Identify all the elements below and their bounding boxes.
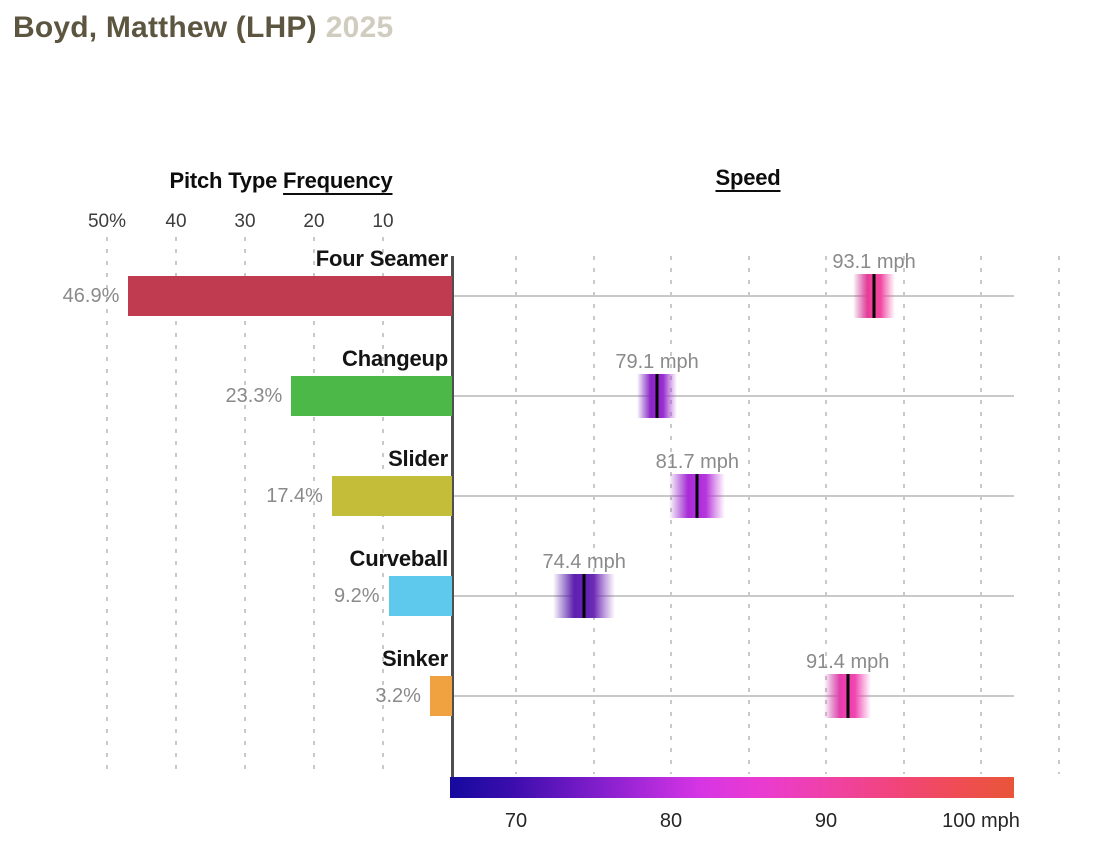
gridline — [106, 237, 108, 774]
frequency-axis-tick-20: 20 — [303, 211, 325, 232]
gridline — [175, 237, 177, 774]
speed-mean-line — [846, 674, 850, 718]
pitch-name-label: Four Seamer — [315, 246, 448, 271]
speed-value-label: 74.4 mph — [542, 551, 626, 573]
speed-row-line — [454, 295, 1014, 297]
speed-distribution-blob — [669, 474, 726, 518]
frequency-bar — [128, 276, 452, 316]
speed-distribution-blob — [853, 274, 895, 318]
speed-value-label: 91.4 mph — [805, 651, 890, 673]
gridline — [515, 256, 517, 774]
gridline — [902, 256, 905, 774]
player-name: Boyd, Matthew (LHP) — [13, 11, 317, 44]
frequency-value-label: 3.2% — [375, 685, 421, 707]
gridline — [1057, 256, 1060, 774]
speed-value-label: 81.7 mph — [655, 451, 740, 473]
frequency-axis-tick-30: 30 — [234, 211, 256, 232]
gridline — [747, 256, 750, 774]
speed-row-line — [454, 595, 1014, 597]
frequency-bar — [429, 676, 452, 716]
speed-mean-line — [582, 574, 586, 618]
speed-value-label: 93.1 mph — [832, 251, 916, 273]
speed-row-line — [454, 395, 1014, 397]
frequency-bar — [291, 376, 452, 416]
season-year: 2025 — [325, 11, 394, 44]
pitch-name-label: Slider — [388, 446, 448, 471]
gridline — [980, 256, 982, 774]
speed-distribution-blob — [824, 674, 871, 718]
speed-axis-tick-100: 100 mph — [942, 810, 1020, 832]
speed-axis-tick-90: 90 — [814, 810, 838, 832]
frequency-title-prefix: Pitch Type — [169, 168, 278, 193]
speed-value-label: 79.1 mph — [615, 351, 699, 373]
frequency-bar — [388, 576, 452, 616]
speed-colorbar — [450, 777, 1014, 798]
gridline — [244, 237, 246, 774]
frequency-axis-tick-10: 10 — [372, 211, 394, 232]
frequency-title-underlined: Frequency — [283, 168, 393, 193]
frequency-value-label: 9.2% — [333, 585, 380, 607]
frequency-value-label: 23.3% — [225, 385, 283, 407]
gridline — [313, 237, 315, 774]
pitch-name-label: Curveball — [349, 546, 449, 571]
speed-axis-tick-70: 70 — [504, 810, 528, 832]
speed-mean-line — [695, 474, 699, 518]
speed-row-line — [454, 695, 1014, 697]
frequency-value-label: 46.9% — [62, 285, 120, 307]
speed-chart-title: Speed — [715, 165, 781, 190]
frequency-bar — [331, 476, 452, 516]
pitch-name-label: Sinker — [381, 646, 448, 671]
page-title: Boyd, Matthew (LHP) 2025 — [13, 11, 393, 45]
frequency-value-label: 17.4% — [266, 485, 323, 507]
frequency-chart-title: Pitch Type Frequency — [169, 168, 392, 194]
pitch-name-label: Changeup — [342, 346, 448, 371]
frequency-axis-tick-50: 50% — [87, 211, 127, 232]
speed-mean-line — [872, 274, 876, 318]
speed-distribution-blob — [553, 574, 616, 618]
speed-mean-line — [655, 374, 659, 418]
frequency-axis-tick-40: 40 — [165, 211, 187, 232]
speed-row-line — [454, 495, 1014, 497]
gridline — [592, 256, 595, 774]
shared-y-axis-line — [451, 256, 454, 777]
gridline — [825, 256, 827, 774]
speed-axis-tick-80: 80 — [659, 810, 683, 832]
speed-distribution-blob — [636, 374, 678, 418]
